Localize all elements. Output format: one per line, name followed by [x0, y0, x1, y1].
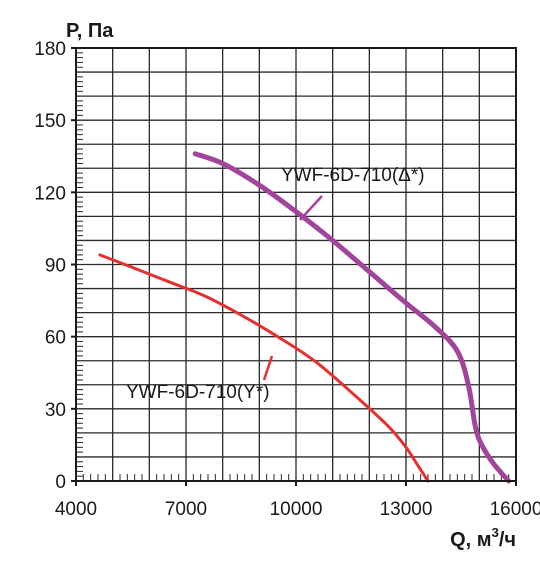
- plot-frame: [71, 47, 517, 486]
- y-tick-labels: 0 30 60 90 120 150 180: [34, 39, 66, 493]
- x-tick-label: 10000: [270, 499, 323, 520]
- series-line-star: [98, 253, 430, 483]
- x-axis-title-sup: 3: [492, 525, 499, 540]
- x-tick-label: 16000: [490, 499, 540, 520]
- star-leader-line: [262, 355, 274, 381]
- grid: [76, 48, 516, 481]
- series-label-star: YWF-6D-710(Y*): [126, 382, 270, 403]
- y-tick-label: 0: [55, 472, 66, 493]
- y-tick-label: 180: [34, 39, 66, 60]
- x-tick-label: 13000: [380, 499, 433, 520]
- delta-leader-line: [299, 195, 323, 221]
- y-tick-label: 90: [45, 256, 66, 277]
- y-axis-title: P, Па: [66, 20, 114, 42]
- x-tick-labels: 4000 7000 10000 13000 16000: [55, 499, 540, 520]
- x-tick-label: 7000: [165, 499, 207, 520]
- y-tick-label: 150: [34, 111, 66, 132]
- series-label-delta: YWF-6D-710(Δ*): [281, 165, 425, 186]
- y-tick-label: 30: [45, 400, 66, 421]
- series-layer: [98, 151, 512, 484]
- x-axis-title-tail: /ч: [499, 529, 516, 551]
- minor-ticks: [76, 52, 510, 481]
- x-axis-title: Q, м3/ч: [450, 525, 516, 551]
- y-tick-label: 120: [34, 183, 66, 204]
- x-tick-label: 4000: [55, 499, 97, 520]
- y-tick-label: 60: [45, 328, 66, 349]
- x-axis-title-main: Q, м: [450, 529, 491, 551]
- series-line-delta: [192, 151, 512, 484]
